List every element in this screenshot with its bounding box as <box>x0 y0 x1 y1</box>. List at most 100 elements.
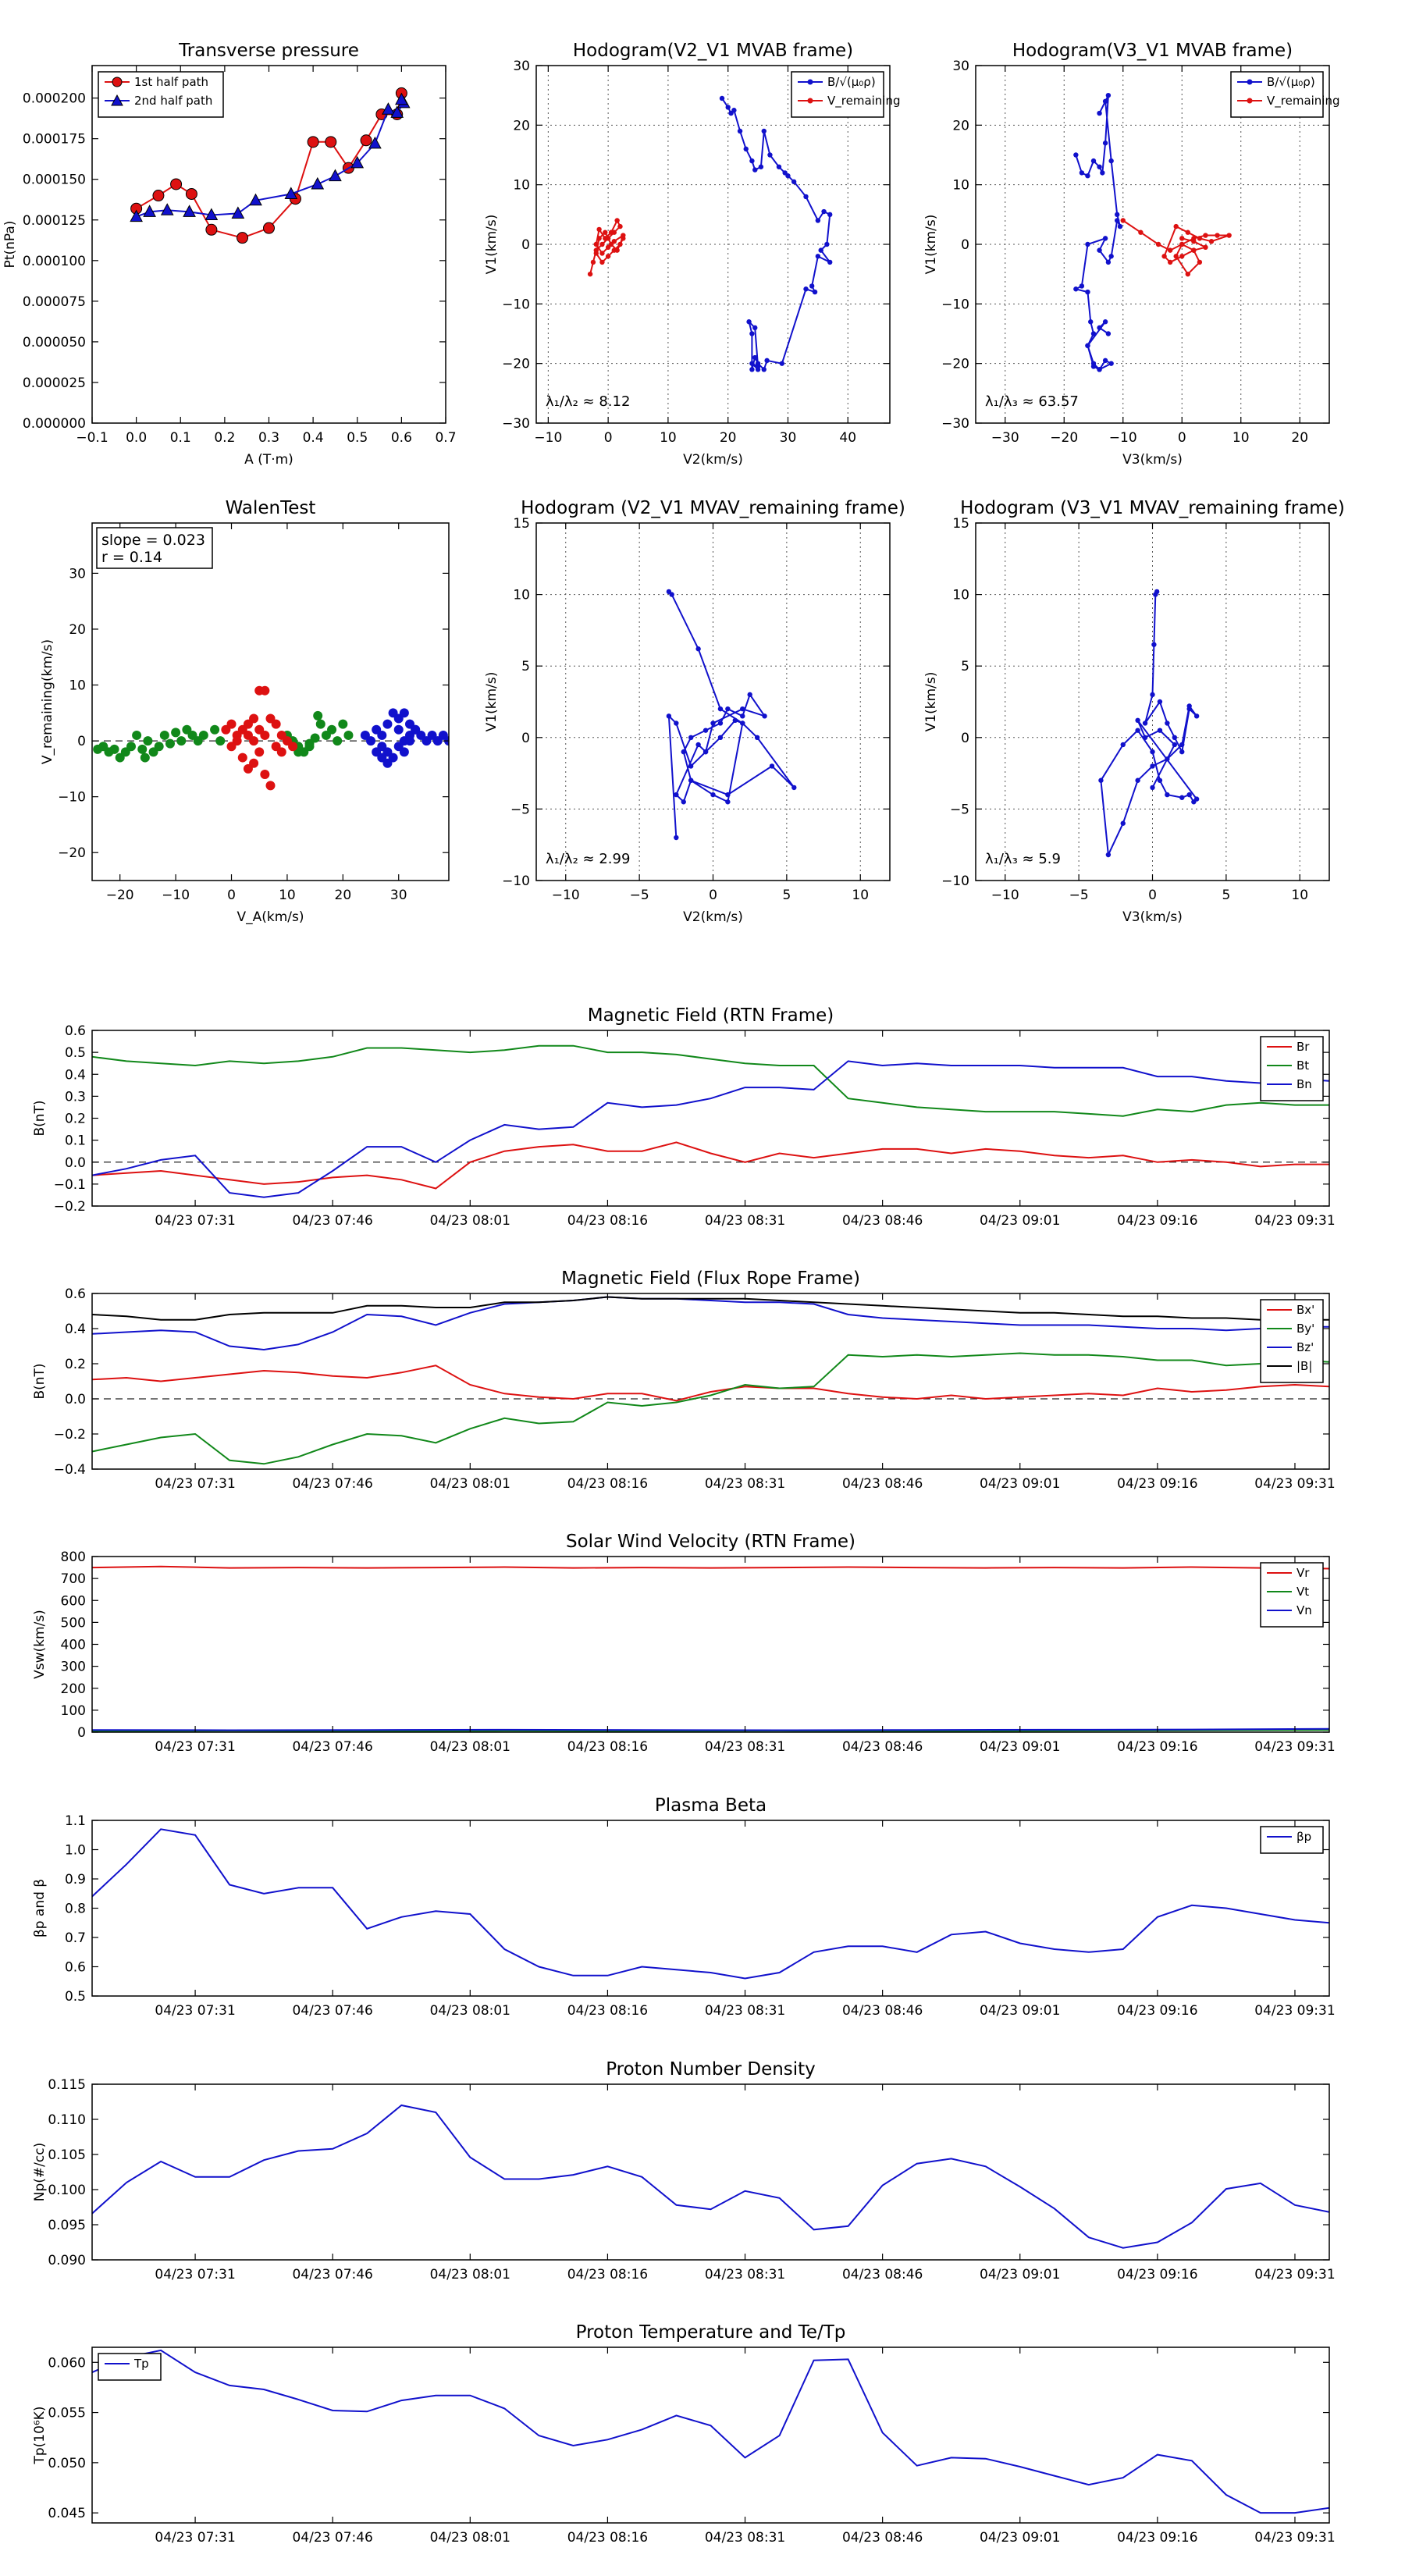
legend-box <box>1230 71 1324 118</box>
data-point <box>725 799 731 805</box>
data-point <box>325 136 337 148</box>
data-point <box>762 713 767 719</box>
x-tick-label: 0 <box>709 888 717 903</box>
y-tick-label: 800 <box>61 1550 86 1565</box>
y-tick-label: −20 <box>58 845 86 861</box>
data-point <box>249 713 259 724</box>
ratio-annotation: λ₁/λ₂ ≈ 8.12 <box>546 393 630 410</box>
data-point <box>1179 236 1185 241</box>
data-point <box>1105 92 1112 98</box>
legend-label: Br <box>1297 1040 1310 1054</box>
plot-area <box>1073 92 1232 372</box>
x-tick-label: 5 <box>782 888 791 903</box>
data-point <box>1085 173 1090 179</box>
x-tick-label: 04/23 08:46 <box>842 2267 923 2282</box>
data-point <box>1142 735 1148 740</box>
legend-marker <box>807 79 813 85</box>
legend-marker <box>111 94 123 106</box>
data-point <box>749 367 755 372</box>
y-tick-label: 20 <box>952 118 969 133</box>
data-point <box>824 241 830 247</box>
y-tick-label: 0.045 <box>48 2506 86 2521</box>
data-point <box>695 742 701 748</box>
legend-box <box>1260 1299 1324 1383</box>
data-point <box>674 792 679 798</box>
chart-title: Hodogram(V2_V1 MVAB frame) <box>573 41 853 61</box>
data-point <box>1165 756 1170 762</box>
data-point <box>593 251 599 256</box>
data-point <box>1100 170 1105 176</box>
y-tick-label: 0.000050 <box>23 335 86 350</box>
data-point <box>1135 717 1140 724</box>
data-point <box>284 187 298 199</box>
data-point <box>717 735 724 740</box>
data-point <box>1088 319 1094 325</box>
data-point <box>366 736 376 746</box>
data-point <box>669 592 674 597</box>
y-tick-label: 10 <box>513 588 530 603</box>
y-tick-label: 0 <box>77 734 86 749</box>
data-point <box>1191 247 1197 253</box>
data-point <box>243 763 253 774</box>
data-point <box>1097 164 1102 169</box>
x-tick-label: 04/23 07:46 <box>292 2003 372 2019</box>
x-tick-label: 04/23 09:01 <box>980 1476 1060 1492</box>
ratio-annotation: λ₁/λ₃ ≈ 5.9 <box>985 851 1061 867</box>
x-tick-label: 04/23 08:01 <box>430 2003 510 2019</box>
data-point <box>821 208 827 215</box>
y-tick-label: 0.6 <box>65 1286 86 1302</box>
plot-area <box>92 1296 1329 1465</box>
chart-title: Plasma Beta <box>655 1795 767 1816</box>
y-tick-label: 10 <box>513 178 530 194</box>
data-point <box>260 685 270 696</box>
x-tick-label: 04/23 07:31 <box>155 1739 235 1755</box>
data-point <box>1179 254 1185 259</box>
data-point <box>130 209 143 222</box>
data-point <box>1105 852 1112 858</box>
data-point <box>755 367 761 372</box>
chart-bfield: Magnetic Field (RTN Frame) 04/23 07:31 04/… <box>32 1005 1336 1229</box>
x-tick-label: 0.5 <box>347 430 368 446</box>
legend: Bx' By' Bz' |B| <box>1260 1299 1324 1383</box>
x-tick-label: 04/23 08:31 <box>705 2530 785 2546</box>
plot-area <box>666 589 797 841</box>
legend-marker <box>807 98 813 104</box>
data-point <box>725 706 731 712</box>
data-point <box>205 208 219 221</box>
data-point <box>368 136 382 149</box>
data-point <box>803 194 809 200</box>
data-point <box>815 218 821 223</box>
data-point <box>818 247 823 253</box>
x-tick-label: 0 <box>227 888 236 903</box>
data-point <box>621 236 626 241</box>
data-point <box>1197 259 1203 265</box>
data-point <box>1142 720 1148 726</box>
chart-title: WalenTest <box>226 498 316 518</box>
data-point <box>185 187 197 200</box>
data-point <box>1108 361 1114 366</box>
y-tick-label: −10 <box>941 873 969 889</box>
data-point <box>761 367 767 372</box>
data-point <box>1108 158 1114 164</box>
data-point <box>717 706 724 712</box>
y-tick-label: 5 <box>521 659 530 674</box>
chart-hodo1: Hodogram(V2_V1 MVAB frame) −10 0 10 20 30 40 −3… <box>484 41 901 468</box>
y-tick-label: 5 <box>961 659 969 674</box>
data-point <box>747 692 752 698</box>
y-axis-label: Vsw(km/s) <box>32 1610 48 1679</box>
legend-label: 2nd half path <box>134 94 212 108</box>
y-tick-label: −0.2 <box>54 1199 86 1215</box>
data-point <box>1157 699 1163 705</box>
data-point <box>1186 703 1192 709</box>
x-tick-label: −5 <box>630 888 649 903</box>
x-tick-label: 0.2 <box>214 430 235 446</box>
data-point <box>1085 289 1090 295</box>
data-point <box>215 736 226 746</box>
data-point <box>304 742 315 752</box>
plot-area <box>93 685 449 791</box>
data-point <box>752 167 758 173</box>
y-axis-label: V1(km/s) <box>484 215 500 275</box>
x-tick-label: −10 <box>552 888 580 903</box>
y-tick-label: −30 <box>941 416 969 432</box>
x-tick-label: 04/23 08:31 <box>705 1739 785 1755</box>
